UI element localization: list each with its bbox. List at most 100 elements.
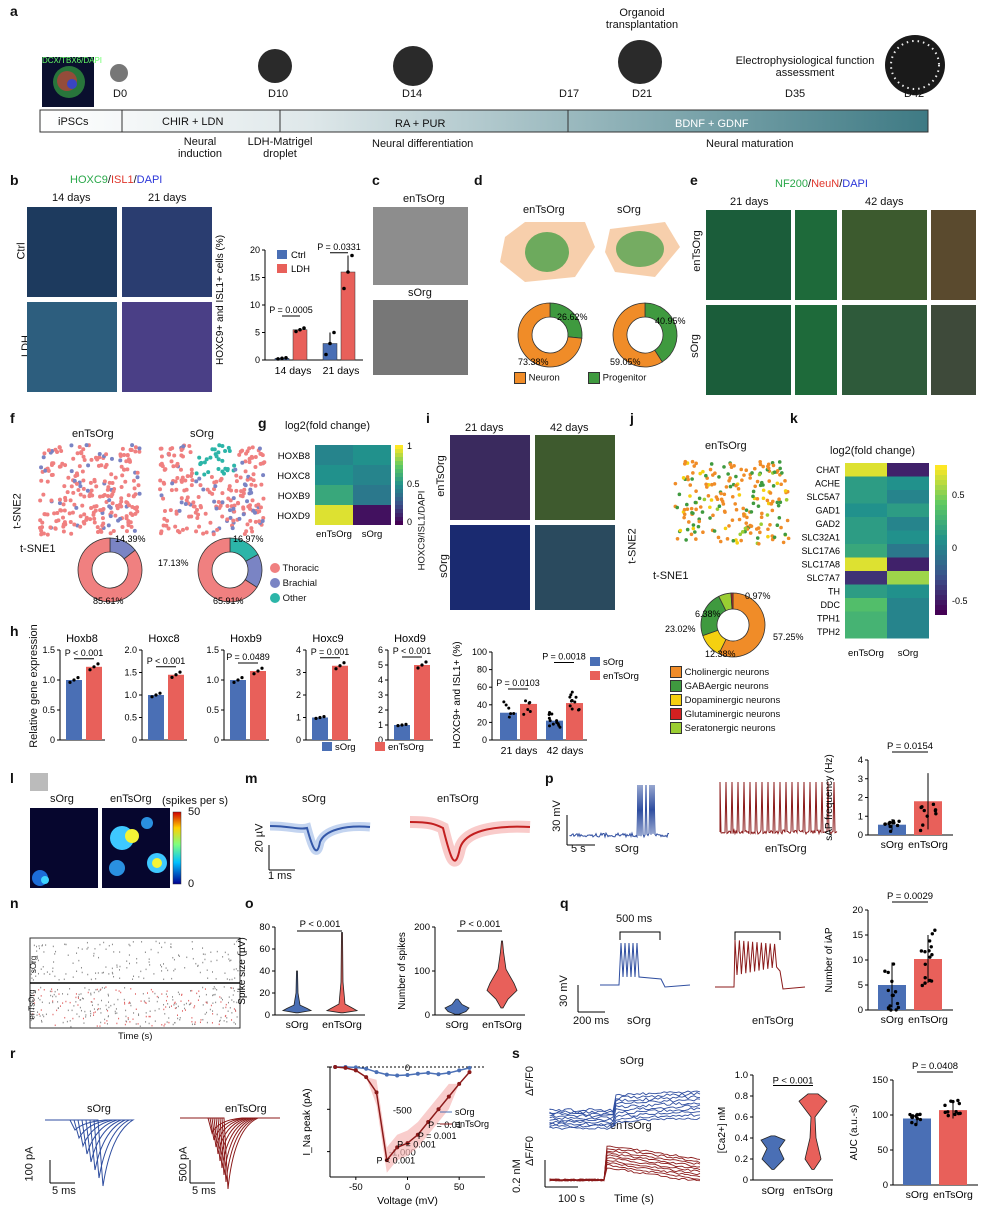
spike: [148, 997, 150, 1000]
tsne-point: [125, 467, 130, 472]
tsne-point: [252, 510, 257, 515]
spike: [198, 995, 200, 998]
tsne-point: [42, 512, 47, 517]
heat-cell: [887, 544, 929, 558]
spike: [129, 1021, 131, 1023]
tick-label: 3: [296, 668, 301, 678]
tsne-point: [99, 463, 104, 468]
tsne-point: [223, 466, 228, 471]
spike: [116, 964, 118, 966]
tick-label: 100: [872, 1110, 888, 1121]
tsne-point: [783, 532, 787, 537]
tsne-point: [59, 449, 64, 454]
spike: [125, 1015, 127, 1018]
spike: [67, 993, 69, 996]
spike: [80, 1009, 82, 1012]
spike: [108, 1006, 110, 1009]
spike: [205, 993, 207, 996]
spike: [138, 976, 140, 978]
tsne-point: [740, 478, 744, 482]
dot: [570, 707, 574, 711]
tsne-point: [190, 471, 195, 476]
spike: [105, 948, 107, 950]
tsne-point: [249, 482, 254, 487]
s-ylabel-2: ΔF/F0: [523, 1136, 536, 1166]
spike: [228, 996, 230, 998]
tsne-point: [714, 495, 719, 499]
tsne-point: [693, 500, 698, 505]
spike: [157, 951, 159, 954]
tsne-point: [698, 505, 703, 509]
tsne-point: [775, 500, 780, 505]
r-scale-x1: 5 ms: [52, 1185, 76, 1197]
spike: [202, 953, 204, 955]
tick-label: 10: [852, 955, 863, 966]
trace-entsorg: [180, 1117, 280, 1169]
point-sorg: [457, 1068, 462, 1073]
d-entsorg-slice: [517, 302, 583, 368]
tsne-point: [248, 487, 253, 492]
spike: [161, 970, 163, 972]
spike: [82, 997, 84, 1000]
spike: [163, 978, 165, 981]
tsne-point: [191, 504, 196, 509]
legend-swatch: [590, 657, 600, 666]
colorbar-seg: [935, 535, 947, 540]
spike: [147, 992, 149, 994]
spike: [139, 1025, 141, 1028]
tsne-point: [185, 495, 190, 500]
spike: [181, 994, 183, 996]
dot: [178, 670, 182, 674]
group-label: enTsOrg: [933, 1189, 973, 1201]
tsne-point: [246, 504, 251, 509]
j-slice: [718, 592, 766, 658]
group-label: enTsOrg: [482, 1019, 522, 1031]
heat-cell: [315, 485, 353, 505]
p-label-entsorg: enTsOrg: [765, 843, 807, 855]
group-label: enTsOrg: [793, 1185, 833, 1197]
spike: [52, 967, 54, 969]
tsne-point: [72, 502, 77, 507]
spike: [93, 1008, 95, 1010]
tsne-point: [84, 443, 89, 448]
dot: [894, 1008, 898, 1012]
trace-entsorg: [180, 1117, 280, 1135]
spike: [40, 1009, 42, 1011]
tsne-point: [109, 456, 114, 461]
stage-ipscs: iPSCs: [58, 116, 89, 128]
colorbar-seg: [935, 530, 947, 535]
dot: [930, 932, 935, 936]
spike: [132, 941, 134, 943]
tsne-point: [203, 511, 208, 516]
e-img-8: [931, 305, 976, 395]
spike: [215, 978, 217, 980]
spike: [172, 996, 174, 998]
tsne-point: [704, 473, 708, 478]
colorbar-seg: [935, 540, 947, 545]
dot: [507, 715, 511, 719]
dot: [96, 662, 100, 666]
violin: [760, 1135, 786, 1170]
spike: [168, 1017, 170, 1019]
tsne-point: [69, 484, 74, 489]
spike: [80, 999, 82, 1001]
tsne-point: [742, 473, 746, 477]
heat-cell: [315, 445, 353, 465]
stage-ra: RA + PUR: [395, 118, 446, 130]
spike: [112, 972, 114, 975]
panel-label-b: b: [10, 172, 19, 188]
dot: [890, 993, 895, 998]
heat-cell: [845, 463, 887, 477]
spike: [224, 972, 226, 974]
f-axis-y: t-SNE2: [11, 493, 24, 529]
tsne-point: [238, 475, 243, 480]
trace-sorg: [549, 1091, 701, 1114]
tick-label: 5: [378, 660, 383, 670]
spike: [120, 991, 122, 994]
pct: 65.91%: [213, 596, 244, 606]
spike: [231, 987, 233, 989]
spike: [107, 995, 109, 997]
spike: [236, 940, 238, 943]
